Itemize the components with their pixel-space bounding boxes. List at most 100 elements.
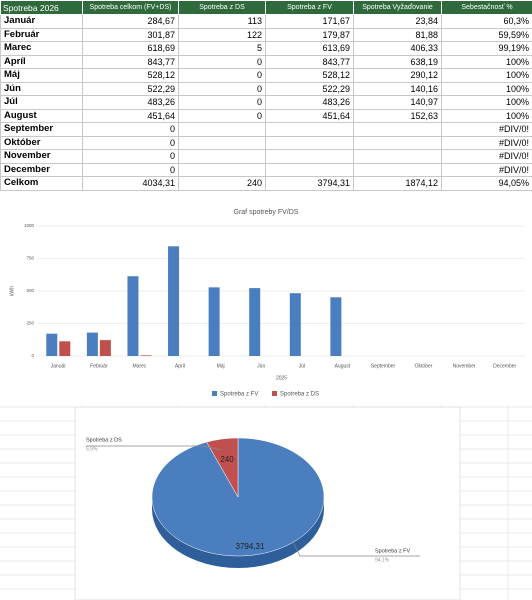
cell: [265, 162, 354, 177]
cell: 0: [82, 149, 179, 164]
bar: [99, 340, 111, 356]
y-tick-label: 1000: [24, 223, 35, 228]
x-tick-label: Apríl: [175, 363, 185, 369]
cell: 522,29: [82, 81, 179, 96]
table-row: Január 284,67 113 171,67 23,84 60,3%: [0, 14, 532, 29]
bar: [168, 246, 180, 356]
cell: 290,12: [353, 68, 442, 83]
chart-title: Graf spotreby FV/DS: [234, 209, 299, 216]
y-tick-label: 250: [26, 321, 34, 326]
cell: 451,64: [82, 108, 179, 123]
month-cell: Marec: [0, 41, 83, 56]
cell: 113: [178, 14, 266, 29]
month-cell: December: [0, 162, 83, 177]
header-cell: Spotreba 2026: [0, 0, 83, 15]
cell: 0: [82, 162, 179, 177]
x-tick-label: November: [453, 363, 476, 369]
cell: 23,84: [353, 14, 442, 29]
leader-line: [291, 539, 420, 557]
x-tick-label: Máj: [217, 363, 225, 369]
month-cell: Jún: [0, 81, 83, 96]
cell: 1874,12: [353, 176, 442, 191]
bar: [46, 333, 58, 356]
month-cell: Celkom: [0, 176, 83, 191]
cell: 0: [178, 108, 266, 123]
header-cell: Spotreba z DS: [178, 0, 266, 15]
cell: 152,63: [353, 108, 442, 123]
cell: 94,05%: [441, 176, 532, 191]
header-cell: Spotreba celkom (FV+DS): [82, 0, 179, 15]
cell: [265, 135, 354, 150]
bar: [140, 355, 152, 356]
cell: 406,33: [353, 41, 442, 56]
table-row: December 0 #DIV/0!: [0, 162, 532, 177]
bar: [289, 293, 301, 356]
cell: [178, 162, 266, 177]
cell: 99,19%: [441, 41, 532, 56]
table-row: November 0 #DIV/0!: [0, 149, 532, 164]
cell: 451,64: [265, 108, 354, 123]
cell: [178, 135, 266, 150]
cell: 0: [82, 122, 179, 137]
legend-swatch: [272, 391, 277, 396]
month-cell: September: [0, 122, 83, 137]
cell: [353, 149, 442, 164]
x-axis-label: 2025: [276, 375, 287, 381]
header-cell: Spotreba z FV: [265, 0, 354, 15]
cell: 638,19: [353, 54, 442, 69]
table-row: Február 301,87 122 179,87 81,88 59,59%: [0, 27, 532, 42]
table-row: Október 0 #DIV/0!: [0, 135, 532, 150]
header-cell: Sebestačnosť %: [441, 0, 532, 15]
pie-slice: [206, 437, 239, 498]
cell: [265, 149, 354, 164]
table-row: Celkom 4034,31 240 3794,31 1874,12 94,05%: [0, 176, 532, 191]
callout-name: Spotreba z FV: [375, 548, 410, 554]
cell: 140,97: [353, 95, 442, 110]
y-tick-label: 0: [31, 353, 34, 358]
cell: 240: [178, 176, 266, 191]
cell: 179,87: [265, 27, 354, 42]
cell: 613,69: [265, 41, 354, 56]
cell: 843,77: [82, 54, 179, 69]
cell: 100%: [441, 54, 532, 69]
bar: [330, 297, 342, 356]
callout-percent: 94,1%: [375, 557, 390, 563]
bar: [86, 332, 98, 356]
cell: 522,29: [265, 81, 354, 96]
cell: 59,59%: [441, 27, 532, 42]
table-row: August 451,64 0 451,64 152,63 100%: [0, 108, 532, 123]
cell: 0: [82, 135, 179, 150]
cell: [353, 122, 442, 137]
cell: [178, 122, 266, 137]
legend-swatch: [212, 391, 217, 396]
header-row: Spotreba 2026 Spotreba celkom (FV+DS) Spot…: [0, 0, 532, 15]
cell: #DIV/0!: [441, 149, 532, 164]
cell: 122: [178, 27, 266, 42]
x-tick-label: Marec: [133, 363, 147, 369]
cell: 100%: [441, 81, 532, 96]
cell: [353, 162, 442, 177]
y-tick-label: 750: [26, 256, 34, 261]
cell: 140,16: [353, 81, 442, 96]
cell: 0: [178, 95, 266, 110]
cell: 4034,31: [82, 176, 179, 191]
x-tick-label: Február: [90, 363, 108, 369]
cell: 528,12: [82, 68, 179, 83]
legend-label: Spotreba z DS: [280, 392, 319, 398]
callout-name: Spotreba z DS: [86, 437, 122, 443]
cell: 3794,31: [265, 176, 354, 191]
table-row: Apríl 843,77 0 843,77 638,19 100%: [0, 54, 532, 69]
x-tick-label: Január: [51, 363, 67, 369]
table-row: Jún 522,29 0 522,29 140,16 100%: [0, 81, 532, 96]
slice-value-label: 240: [220, 455, 234, 464]
x-tick-label: Júl: [299, 363, 305, 369]
cell: 0: [178, 68, 266, 83]
bar: [127, 276, 139, 356]
cell: 301,87: [82, 27, 179, 42]
cell: 81,88: [353, 27, 442, 42]
x-tick-label: August: [335, 363, 351, 369]
month-cell: August: [0, 108, 83, 123]
y-axis-label: kWh: [9, 286, 15, 296]
cell: [178, 149, 266, 164]
